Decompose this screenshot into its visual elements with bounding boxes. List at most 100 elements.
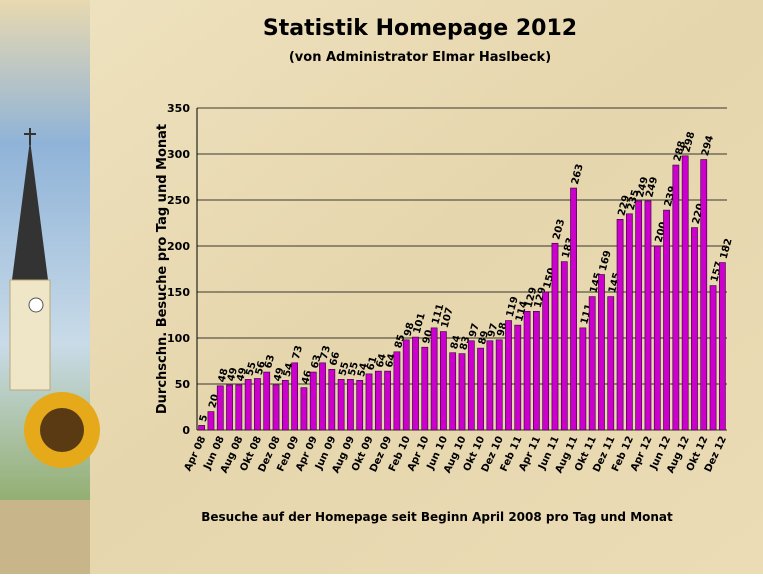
bar [356, 380, 364, 431]
bar [412, 336, 419, 431]
bar [226, 384, 233, 431]
bar [263, 371, 271, 431]
value-label: 169 [598, 249, 614, 272]
bar [449, 352, 457, 431]
value-label: 5 [198, 414, 210, 424]
value-label: 98 [402, 321, 416, 337]
y-tick-label: 300 [167, 148, 190, 161]
bar [588, 296, 596, 431]
bar [430, 327, 438, 431]
bar [598, 274, 605, 431]
y-axis-label: Durchschn. Besuche pro Tag und Monat [155, 124, 170, 414]
bar [560, 261, 568, 431]
y-tick-label: 0 [182, 424, 190, 437]
bar [495, 339, 503, 431]
value-label: 263 [570, 163, 586, 186]
bar [486, 340, 494, 431]
y-tick-label: 250 [167, 194, 190, 207]
bar [551, 242, 559, 431]
value-label: 66 [328, 351, 342, 367]
bar [467, 340, 475, 431]
value-label: 97 [486, 322, 500, 338]
bar [700, 159, 708, 431]
bar [402, 339, 410, 431]
value-label: 84 [449, 334, 463, 350]
y-tick-label: 150 [167, 286, 190, 299]
value-label: 107 [440, 306, 456, 329]
value-label: 101 [412, 312, 428, 335]
value-label: 49 [272, 366, 286, 382]
bar [477, 347, 484, 431]
bar [393, 351, 401, 431]
x-axis-label: Besuche auf der Homepage seit Beginn Apr… [201, 510, 673, 524]
bar [709, 285, 717, 431]
bar [625, 213, 633, 431]
bar [421, 346, 429, 431]
value-label: 73 [319, 344, 333, 360]
y-tick-label: 200 [167, 240, 190, 253]
bar [235, 384, 243, 431]
value-label: 55 [337, 361, 351, 377]
bar [207, 411, 215, 431]
bar [244, 379, 252, 431]
bar [691, 227, 698, 431]
value-label: 55 [347, 361, 361, 377]
y-tick-label: 50 [175, 378, 191, 391]
bar [672, 164, 680, 431]
bar [458, 353, 466, 431]
bar [542, 291, 550, 431]
value-label: 203 [551, 218, 567, 241]
value-label: 64 [375, 353, 389, 369]
bar [384, 370, 391, 431]
value-label: 249 [635, 176, 651, 199]
bar [523, 311, 531, 431]
bar [505, 320, 512, 431]
value-label: 111 [430, 303, 446, 326]
bar [254, 378, 261, 431]
value-label: 249 [644, 176, 660, 199]
value-label: 294 [700, 134, 716, 157]
bar [533, 311, 540, 431]
decoration [0, 0, 100, 574]
bar [644, 200, 652, 431]
bar [319, 362, 326, 431]
bar [291, 362, 299, 431]
bar [365, 373, 373, 431]
value-label: 63 [263, 353, 277, 369]
value-label: 49 [235, 366, 249, 382]
bar [570, 187, 577, 431]
bar [216, 385, 224, 431]
value-label: 229 [616, 194, 632, 217]
bar [681, 155, 689, 431]
bar [718, 262, 726, 431]
bar [272, 384, 280, 431]
y-tick-label: 100 [167, 332, 190, 345]
value-label: 298 [681, 131, 697, 154]
value-label: 61 [365, 355, 379, 371]
bar [309, 371, 317, 431]
bar [653, 245, 661, 431]
bar [300, 387, 308, 431]
value-label: 129 [523, 286, 539, 309]
bar [635, 200, 643, 431]
value-label: 55 [244, 361, 258, 377]
bar [514, 324, 522, 431]
value-label: 49 [226, 366, 240, 382]
value-label: 97 [468, 322, 482, 338]
value-label: 119 [505, 295, 521, 318]
y-tick-label: 350 [167, 102, 190, 115]
bar [328, 368, 336, 431]
chart-title: Statistik Homepage 2012 [263, 16, 577, 41]
bar [579, 327, 587, 431]
value-label: 48 [217, 367, 231, 383]
bar [347, 379, 354, 431]
value-label: 73 [291, 344, 305, 360]
bar [663, 209, 670, 431]
bar [337, 379, 345, 431]
bar [616, 219, 624, 431]
chart-subtitle: (von Administrator Elmar Haslbeck) [289, 50, 551, 65]
bar [607, 296, 615, 431]
bar [281, 380, 289, 431]
bar [198, 425, 206, 431]
